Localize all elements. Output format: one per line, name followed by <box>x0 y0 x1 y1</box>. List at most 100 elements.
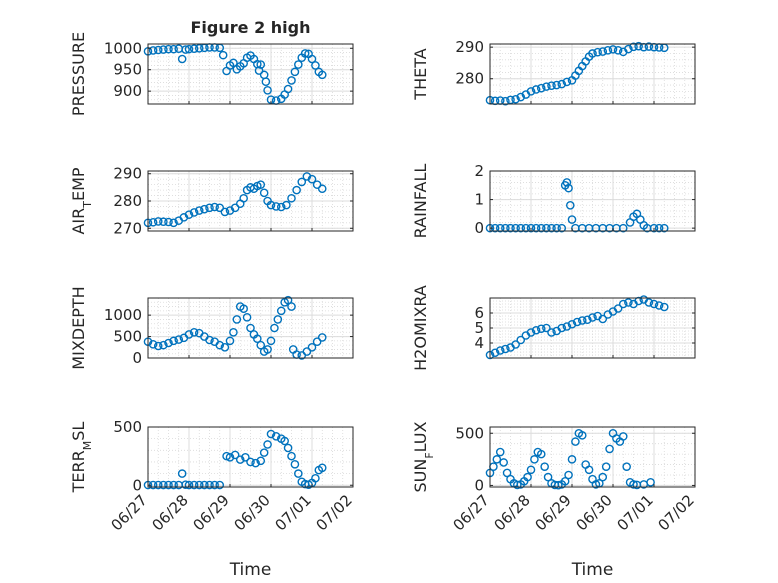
data-point <box>290 459 300 469</box>
data-point <box>276 202 286 212</box>
subplot-mixdepth: 1000 500 0 MIXDEPTH <box>69 286 354 370</box>
data-point <box>562 77 572 87</box>
data-point <box>253 334 262 344</box>
data-point <box>159 217 168 227</box>
data-point <box>536 449 546 459</box>
y-tick-label: 1 <box>474 191 484 209</box>
data-point <box>552 80 561 90</box>
data-point <box>536 83 546 93</box>
data-point <box>624 298 633 307</box>
data-point <box>181 45 190 54</box>
data-point <box>232 315 242 324</box>
data-point <box>283 84 293 94</box>
subplot-air-temp: 290 280 270 AIRTEMP <box>69 165 354 237</box>
data-point <box>634 41 643 51</box>
data-point <box>622 462 631 471</box>
data-point <box>153 217 163 226</box>
data-point <box>256 340 266 350</box>
data-point <box>164 44 173 54</box>
y-tick-label: 6 <box>474 304 484 322</box>
data-series <box>143 172 327 228</box>
data-point <box>511 94 520 104</box>
data-point <box>159 340 168 350</box>
data-series <box>143 295 327 360</box>
y-axis-label: AIRTEMP <box>69 167 94 234</box>
y-axis-label: PRESSURE <box>69 32 88 116</box>
data-point <box>618 223 628 233</box>
y-tick-label: 0 <box>474 219 484 237</box>
y-tick-label: 4 <box>474 334 484 352</box>
data-point <box>307 174 317 184</box>
data-point <box>235 455 245 464</box>
data-point <box>571 437 580 446</box>
data-point <box>513 480 522 490</box>
data-point <box>184 44 194 54</box>
data-point <box>564 183 573 193</box>
data-point <box>276 306 286 316</box>
data-point <box>598 472 608 482</box>
data-point <box>629 42 638 52</box>
data-point <box>189 44 199 54</box>
y-axis-label: SUNFLUX <box>411 421 436 492</box>
major-grid <box>148 171 353 231</box>
data-point <box>317 184 327 194</box>
data-point <box>577 431 587 440</box>
data-point <box>526 223 536 233</box>
data-point <box>506 223 515 233</box>
data-point <box>225 336 235 346</box>
data-point <box>220 207 230 217</box>
data-point <box>557 323 567 333</box>
data-point <box>526 328 536 337</box>
axes-box <box>147 43 354 105</box>
data-point <box>495 447 505 457</box>
data-point <box>501 96 510 106</box>
data-point <box>495 223 505 233</box>
data-point <box>311 61 320 70</box>
data-point <box>572 317 582 327</box>
y-tick-label: 500 <box>113 418 142 436</box>
y-axis-label: RAINFALL <box>411 164 430 239</box>
data-point <box>280 436 289 446</box>
y-tick-label: 900 <box>113 82 142 100</box>
y-tick-label: 2 <box>474 162 484 180</box>
data-point <box>256 60 266 69</box>
data-point <box>312 180 322 189</box>
data-point <box>169 44 178 54</box>
data-point <box>588 49 597 58</box>
x-axis-label: Time <box>229 560 272 580</box>
data-point <box>317 70 327 80</box>
data-point <box>492 455 502 464</box>
data-point <box>200 204 209 214</box>
data-point <box>531 85 541 94</box>
data-point <box>542 82 551 91</box>
data-point <box>239 304 248 314</box>
data-point <box>613 46 623 55</box>
data-point <box>542 323 551 333</box>
y-tick-label: 1000 <box>104 306 142 324</box>
y-tick-label: 500 <box>113 328 142 346</box>
subplot-h2omixra: 654 H2OMIXRA <box>411 285 696 371</box>
data-point <box>547 81 556 90</box>
data-point <box>189 480 199 490</box>
data-point <box>523 472 532 482</box>
data-point <box>239 193 248 203</box>
data-point <box>605 444 614 454</box>
y-tick-label: 290 <box>455 38 484 56</box>
data-point <box>540 462 549 471</box>
data-point <box>148 46 158 55</box>
data-point <box>169 218 178 228</box>
data-point <box>283 443 293 453</box>
data-point <box>263 85 272 95</box>
data-point <box>598 47 608 56</box>
data-point <box>159 480 168 490</box>
data-point <box>501 223 510 233</box>
data-point <box>521 223 531 233</box>
data-point <box>205 480 214 490</box>
data-point <box>516 335 526 345</box>
data-point <box>526 87 536 96</box>
data-point <box>266 336 276 346</box>
data-point <box>287 451 296 461</box>
data-point <box>659 223 669 233</box>
data-point <box>189 208 199 217</box>
data-point <box>567 319 577 329</box>
